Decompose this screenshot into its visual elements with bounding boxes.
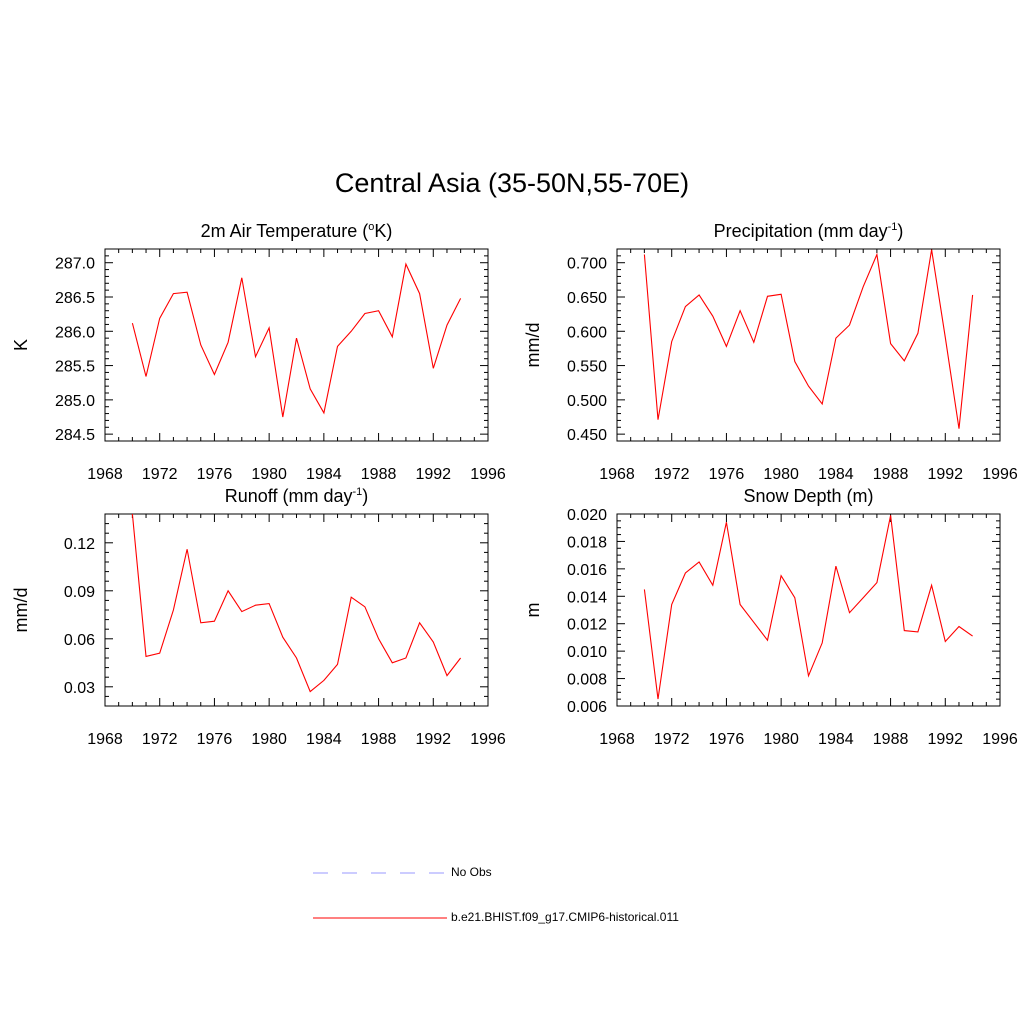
x-tick-label: 1996 [982,466,1018,483]
y-axis-label: K [11,339,31,351]
y-tick-label: 0.450 [567,427,607,444]
x-tick-label: 1996 [470,466,506,483]
legend-lines [313,872,447,919]
y-tick-label: 0.650 [567,290,607,307]
y-tick-label: 0.500 [567,393,607,410]
y-tick-label: 0.008 [567,672,607,689]
x-tick-label: 1988 [873,466,909,483]
panel-runoff: Runoff (mm day-1) mm/d 1968 1972 1976 1980 198… [11,486,506,748]
plot-frame [616,248,1001,442]
y-tick-label: 0.018 [567,534,607,551]
panel-title: Precipitation (mm day-1) [714,221,904,241]
x-tick-label: 1972 [654,466,690,483]
y-tick-label: 284.5 [55,427,95,444]
y-tick-label: 0.016 [567,562,607,579]
x-tick-label: 1988 [361,466,397,483]
x-tick-label: 1972 [142,466,178,483]
y-axis-label: mm/d [523,323,543,368]
panel-snow-depth: Snow Depth (m) m 1968 1972 1976 1980 1984 1988 1… [523,486,1018,748]
x-tick-label: 1968 [599,466,635,483]
x-tick-label: 1984 [306,731,342,748]
x-tick-label: 1988 [361,731,397,748]
x-tick-label: 1980 [251,731,287,748]
y-tick-label: 0.010 [567,644,607,661]
x-tick-label: 1980 [763,466,799,483]
series-line [131,513,462,693]
y-tick-label: 0.600 [567,324,607,341]
y-tick-label: 0.012 [567,617,607,634]
x-tick-label: 1968 [87,466,123,483]
x-tick-label: 1980 [251,466,287,483]
x-tick-label: 1976 [709,731,745,748]
legend-model-label: b.e21.BHIST.f09_g17.CMIP6-historical.011 [451,910,679,924]
x-tick-label: 1992 [927,466,963,483]
series-line [643,249,974,429]
x-tick-label: 1976 [709,466,745,483]
x-tick-label: 1976 [197,466,233,483]
y-tick-label: 285.5 [55,359,95,376]
x-tick-label: 1976 [197,731,233,748]
x-tick-label: 1968 [87,731,123,748]
x-tick-label: 1968 [599,731,635,748]
x-tick-label: 1992 [927,731,963,748]
y-tick-label: 0.700 [567,256,607,273]
panel-precipitation: Precipitation (mm day-1) mm/d 1968 1972 1976… [523,221,1018,483]
y-tick-label: 286.0 [55,324,95,341]
panel-title: 2m Air Temperature (oK) [201,221,393,241]
panel-air-temperature: 2m Air Temperature (oK) K 1968 1972 1976 1980… [11,221,506,483]
x-tick-label: 1972 [142,731,178,748]
y-tick-label: 0.550 [567,359,607,376]
y-tick-label: 286.5 [55,290,95,307]
x-tick-label: 1984 [818,466,854,483]
y-tick-label: 0.006 [567,699,607,716]
y-tick-label: 0.09 [64,584,95,601]
y-tick-label: 0.06 [64,632,95,649]
y-tick-label: 0.020 [567,507,607,524]
series-line [131,262,462,418]
legend-obs-label: No Obs [451,865,492,879]
x-tick-label: 1988 [873,731,909,748]
x-tick-label: 1972 [654,731,690,748]
y-tick-label: 0.03 [64,680,95,697]
panel-title: Snow Depth (m) [743,486,873,506]
x-tick-label: 1996 [470,731,506,748]
y-tick-label: 287.0 [55,256,95,273]
x-tick-label: 1980 [763,731,799,748]
x-tick-label: 1984 [818,731,854,748]
y-axis-label: m [523,603,543,618]
x-tick-label: 1992 [415,466,451,483]
x-tick-label: 1984 [306,466,342,483]
y-tick-label: 285.0 [55,393,95,410]
panel-title: Runoff (mm day-1) [225,486,369,506]
y-tick-label: 0.014 [567,589,607,606]
series-line [643,515,973,700]
x-tick-label: 1996 [982,731,1018,748]
plot-frame [104,513,489,707]
y-tick-label: 0.12 [64,536,95,553]
x-tick-label: 1992 [415,731,451,748]
y-axis-label: mm/d [11,588,31,633]
plot-frame [104,248,489,442]
figure-title: Central Asia (35-50N,55-70E) [334,168,690,198]
